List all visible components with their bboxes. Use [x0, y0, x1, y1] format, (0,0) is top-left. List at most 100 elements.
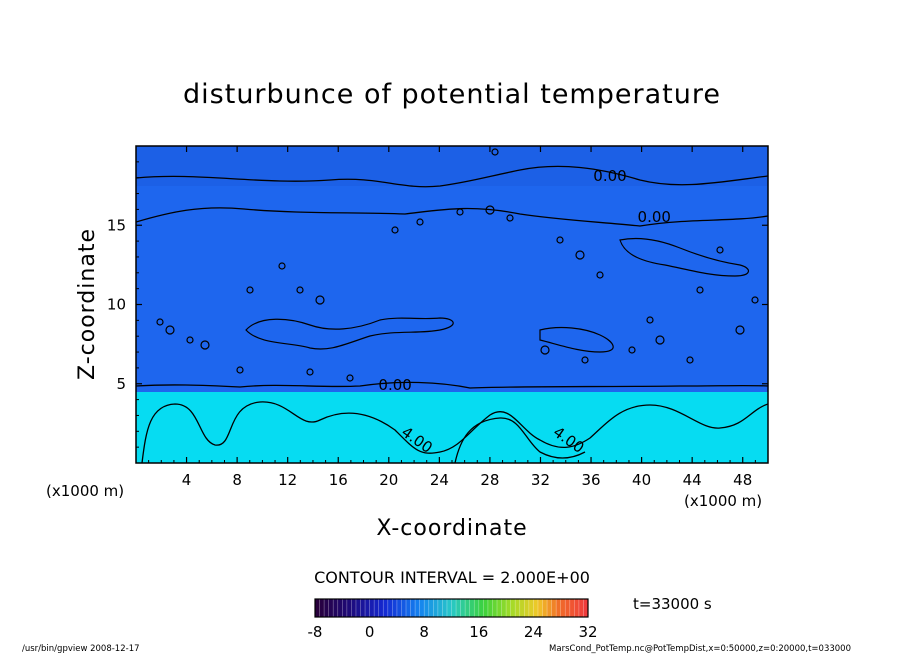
colorbar-cell — [474, 599, 480, 617]
x-tick-label: 32 — [531, 471, 550, 489]
colorbar-cell — [542, 599, 548, 617]
contour-line-upper-2 — [136, 207, 768, 227]
colorbar-frame — [314, 598, 589, 618]
colorbar-cell — [383, 599, 389, 617]
colorbar-cell — [524, 599, 530, 617]
x-tick-label: 28 — [480, 471, 499, 489]
colorbar: -8 0 8 16 24 32 — [308, 598, 598, 641]
colorbar-cell — [487, 599, 493, 617]
colorbar-tick-label: -8 — [308, 623, 323, 641]
x-tick-label: 8 — [232, 471, 242, 489]
colorbar-cell — [574, 599, 580, 617]
colorbar-cell — [537, 599, 543, 617]
field-upper — [136, 146, 768, 392]
colorbar-cell — [428, 599, 434, 617]
field-lower — [136, 392, 768, 463]
x-axis: 4 8 12 16 20 24 28 32 36 40 44 48 — [148, 146, 756, 489]
contour-line-lower-2 — [454, 417, 586, 463]
contour-label: 0.00 — [378, 376, 411, 394]
colorbar-cell — [437, 599, 443, 617]
y-tick-label: 15 — [107, 216, 126, 234]
colorbar-cell — [365, 599, 370, 617]
contour-interval-label: CONTOUR INTERVAL = 2.000E+00 — [314, 568, 590, 587]
colorbar-cell — [478, 599, 484, 617]
colorbar-cell — [506, 599, 511, 617]
colorbar-cell — [369, 599, 375, 617]
colorbar-cell — [419, 599, 425, 617]
colorbar-cell — [374, 599, 379, 617]
x-tick-label: 40 — [632, 471, 651, 489]
x-unit-left: (x1000 m) — [46, 482, 124, 500]
colorbar-cell — [324, 599, 329, 617]
chart-title: disturbunce of potential temperature — [183, 79, 721, 110]
colorbar-cell — [469, 599, 475, 617]
colorbar-cell — [460, 599, 466, 617]
colorbar-cell — [565, 599, 571, 617]
colorbar-cell — [396, 599, 402, 617]
footer-left: /usr/bin/gpview 2008-12-17 — [22, 644, 140, 654]
colorbar-cell — [515, 599, 521, 617]
contour-line-lower-1 — [141, 401, 768, 463]
x-tick-label: 20 — [379, 471, 398, 489]
y-tick-label: 10 — [107, 296, 126, 314]
colorbar-cell — [446, 599, 452, 617]
x-tick-label: 12 — [278, 471, 297, 489]
footer-right: MarsCond_PotTemp.nc@PotTempDist,x=0:5000… — [549, 644, 851, 654]
colorbar-cell — [387, 599, 393, 617]
contour-line-upper-1 — [136, 165, 768, 188]
colorbar-cell — [406, 599, 411, 617]
colorbar-cell — [497, 599, 502, 617]
y-tick-label: 5 — [116, 375, 126, 393]
colorbar-cell — [433, 599, 439, 617]
contour-label: 0.00 — [593, 167, 626, 185]
x-tick-label: 24 — [430, 471, 449, 489]
colorbar-cell — [360, 599, 366, 617]
colorbar-cell — [492, 599, 498, 617]
colorbar-cell — [410, 599, 416, 617]
colorbar-cell — [351, 599, 357, 617]
colorbar-cell — [328, 599, 334, 617]
x-tick-label: 4 — [182, 471, 192, 489]
x-tick-label: 44 — [683, 471, 702, 489]
colorbar-tick-label: 24 — [524, 623, 543, 641]
colorbar-cell — [501, 599, 507, 617]
colorbar-tick-label: 16 — [469, 623, 488, 641]
colorbar-cell — [315, 599, 320, 617]
colorbar-cell — [519, 599, 525, 617]
colorbar-cell — [510, 599, 516, 617]
colorbar-tick-label: 0 — [365, 623, 375, 641]
colorbar-cell — [392, 599, 398, 617]
colorbar-cell — [451, 599, 457, 617]
contour-label: 0.00 — [638, 208, 671, 226]
colorbar-cell — [551, 599, 557, 617]
x-tick-label: 16 — [329, 471, 348, 489]
colorbar-cell — [560, 599, 566, 617]
field-band — [136, 146, 768, 186]
colorbar-cell — [346, 599, 352, 617]
time-label: t=33000 s — [633, 595, 712, 613]
colorbar-cell — [483, 599, 489, 617]
colorbar-cell — [578, 599, 584, 617]
colorbar-tick-label: 8 — [419, 623, 429, 641]
colorbar-cell — [569, 599, 575, 617]
colorbar-cell — [442, 599, 448, 617]
colorbar-cell — [556, 599, 561, 617]
x-tick-label: 48 — [733, 471, 752, 489]
colorbar-cell — [401, 599, 407, 617]
x-unit-right: (x1000 m) — [684, 492, 762, 510]
x-axis-title: X-coordinate — [376, 516, 527, 541]
contour-blobs — [156, 148, 759, 382]
colorbar-cell — [465, 599, 470, 617]
x-tick-label: 36 — [581, 471, 600, 489]
colorbar-cell — [319, 599, 325, 617]
colorbar-cell — [333, 599, 339, 617]
colorbar-cell — [342, 599, 348, 617]
colorbar-cell — [583, 599, 589, 617]
colorbar-tick-label: 32 — [578, 623, 597, 641]
colorbar-cell — [533, 599, 539, 617]
y-axis-title: Z-coordinate — [75, 228, 100, 380]
colorbar-cell — [528, 599, 534, 617]
plot-area: 0.000.000.004.00 4.00 — [135, 145, 769, 464]
y-axis: 5 10 15 — [107, 161, 768, 448]
